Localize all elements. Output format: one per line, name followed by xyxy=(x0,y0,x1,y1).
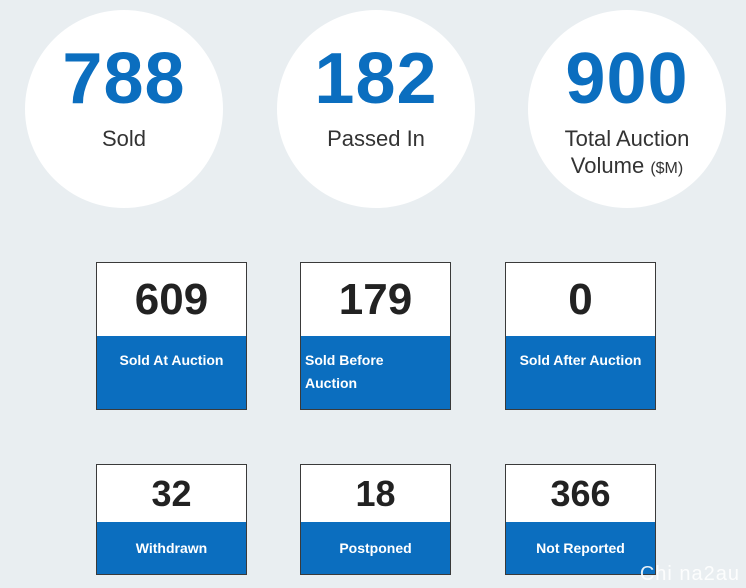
withdrawn-label: Withdrawn xyxy=(97,522,246,574)
sold-after-auction-value: 0 xyxy=(568,274,593,324)
volume-amount: 900 xyxy=(565,39,689,119)
sold-after-auction-card: 0 Sold After Auction xyxy=(505,262,656,410)
volume-label-line1: Total Auction xyxy=(564,126,690,151)
sold-summary-circle: 788 Sold xyxy=(25,10,223,208)
withdrawn-value: 32 xyxy=(151,472,192,514)
passed-in-summary-circle: 182 Passed In xyxy=(277,10,475,208)
withdrawn-card: 32 Withdrawn xyxy=(96,464,247,575)
postponed-label: Postponed xyxy=(301,522,450,574)
volume-unit: ($M) xyxy=(650,160,684,177)
volume-label-line2: Volume ($M) xyxy=(528,152,726,182)
sold-at-auction-value: 609 xyxy=(134,274,209,324)
sold-before-auction-label-line1: Sold Before xyxy=(305,352,384,368)
postponed-value: 18 xyxy=(355,472,396,514)
volume-summary-circle: 900 Total Auction Volume ($M) xyxy=(528,10,726,208)
passed-in-label: Passed In xyxy=(327,126,425,151)
sold-before-auction-card: 179 Sold Before Auction xyxy=(300,262,451,410)
passed-in-count: 182 xyxy=(314,39,438,119)
watermark-text: Chi na2au xyxy=(639,563,740,585)
sold-before-auction-label: Sold Before Auction xyxy=(301,336,450,409)
not-reported-label: Not Reported xyxy=(506,522,655,574)
sold-at-auction-label: Sold At Auction xyxy=(97,336,246,409)
sold-after-auction-label: Sold After Auction xyxy=(506,336,655,409)
not-reported-card: 366 Not Reported xyxy=(505,464,656,575)
volume-label: Total Auction Volume ($M) xyxy=(528,125,726,182)
sold-at-auction-card: 609 Sold At Auction xyxy=(96,262,247,410)
sold-label: Sold xyxy=(101,126,147,151)
not-reported-value: 366 xyxy=(550,472,611,514)
postponed-card: 18 Postponed xyxy=(300,464,451,575)
sold-count: 788 xyxy=(62,39,186,119)
volume-label-word: Volume xyxy=(570,153,645,178)
sold-before-auction-value: 179 xyxy=(338,274,413,324)
sold-before-auction-label-line2: Auction xyxy=(305,375,358,391)
